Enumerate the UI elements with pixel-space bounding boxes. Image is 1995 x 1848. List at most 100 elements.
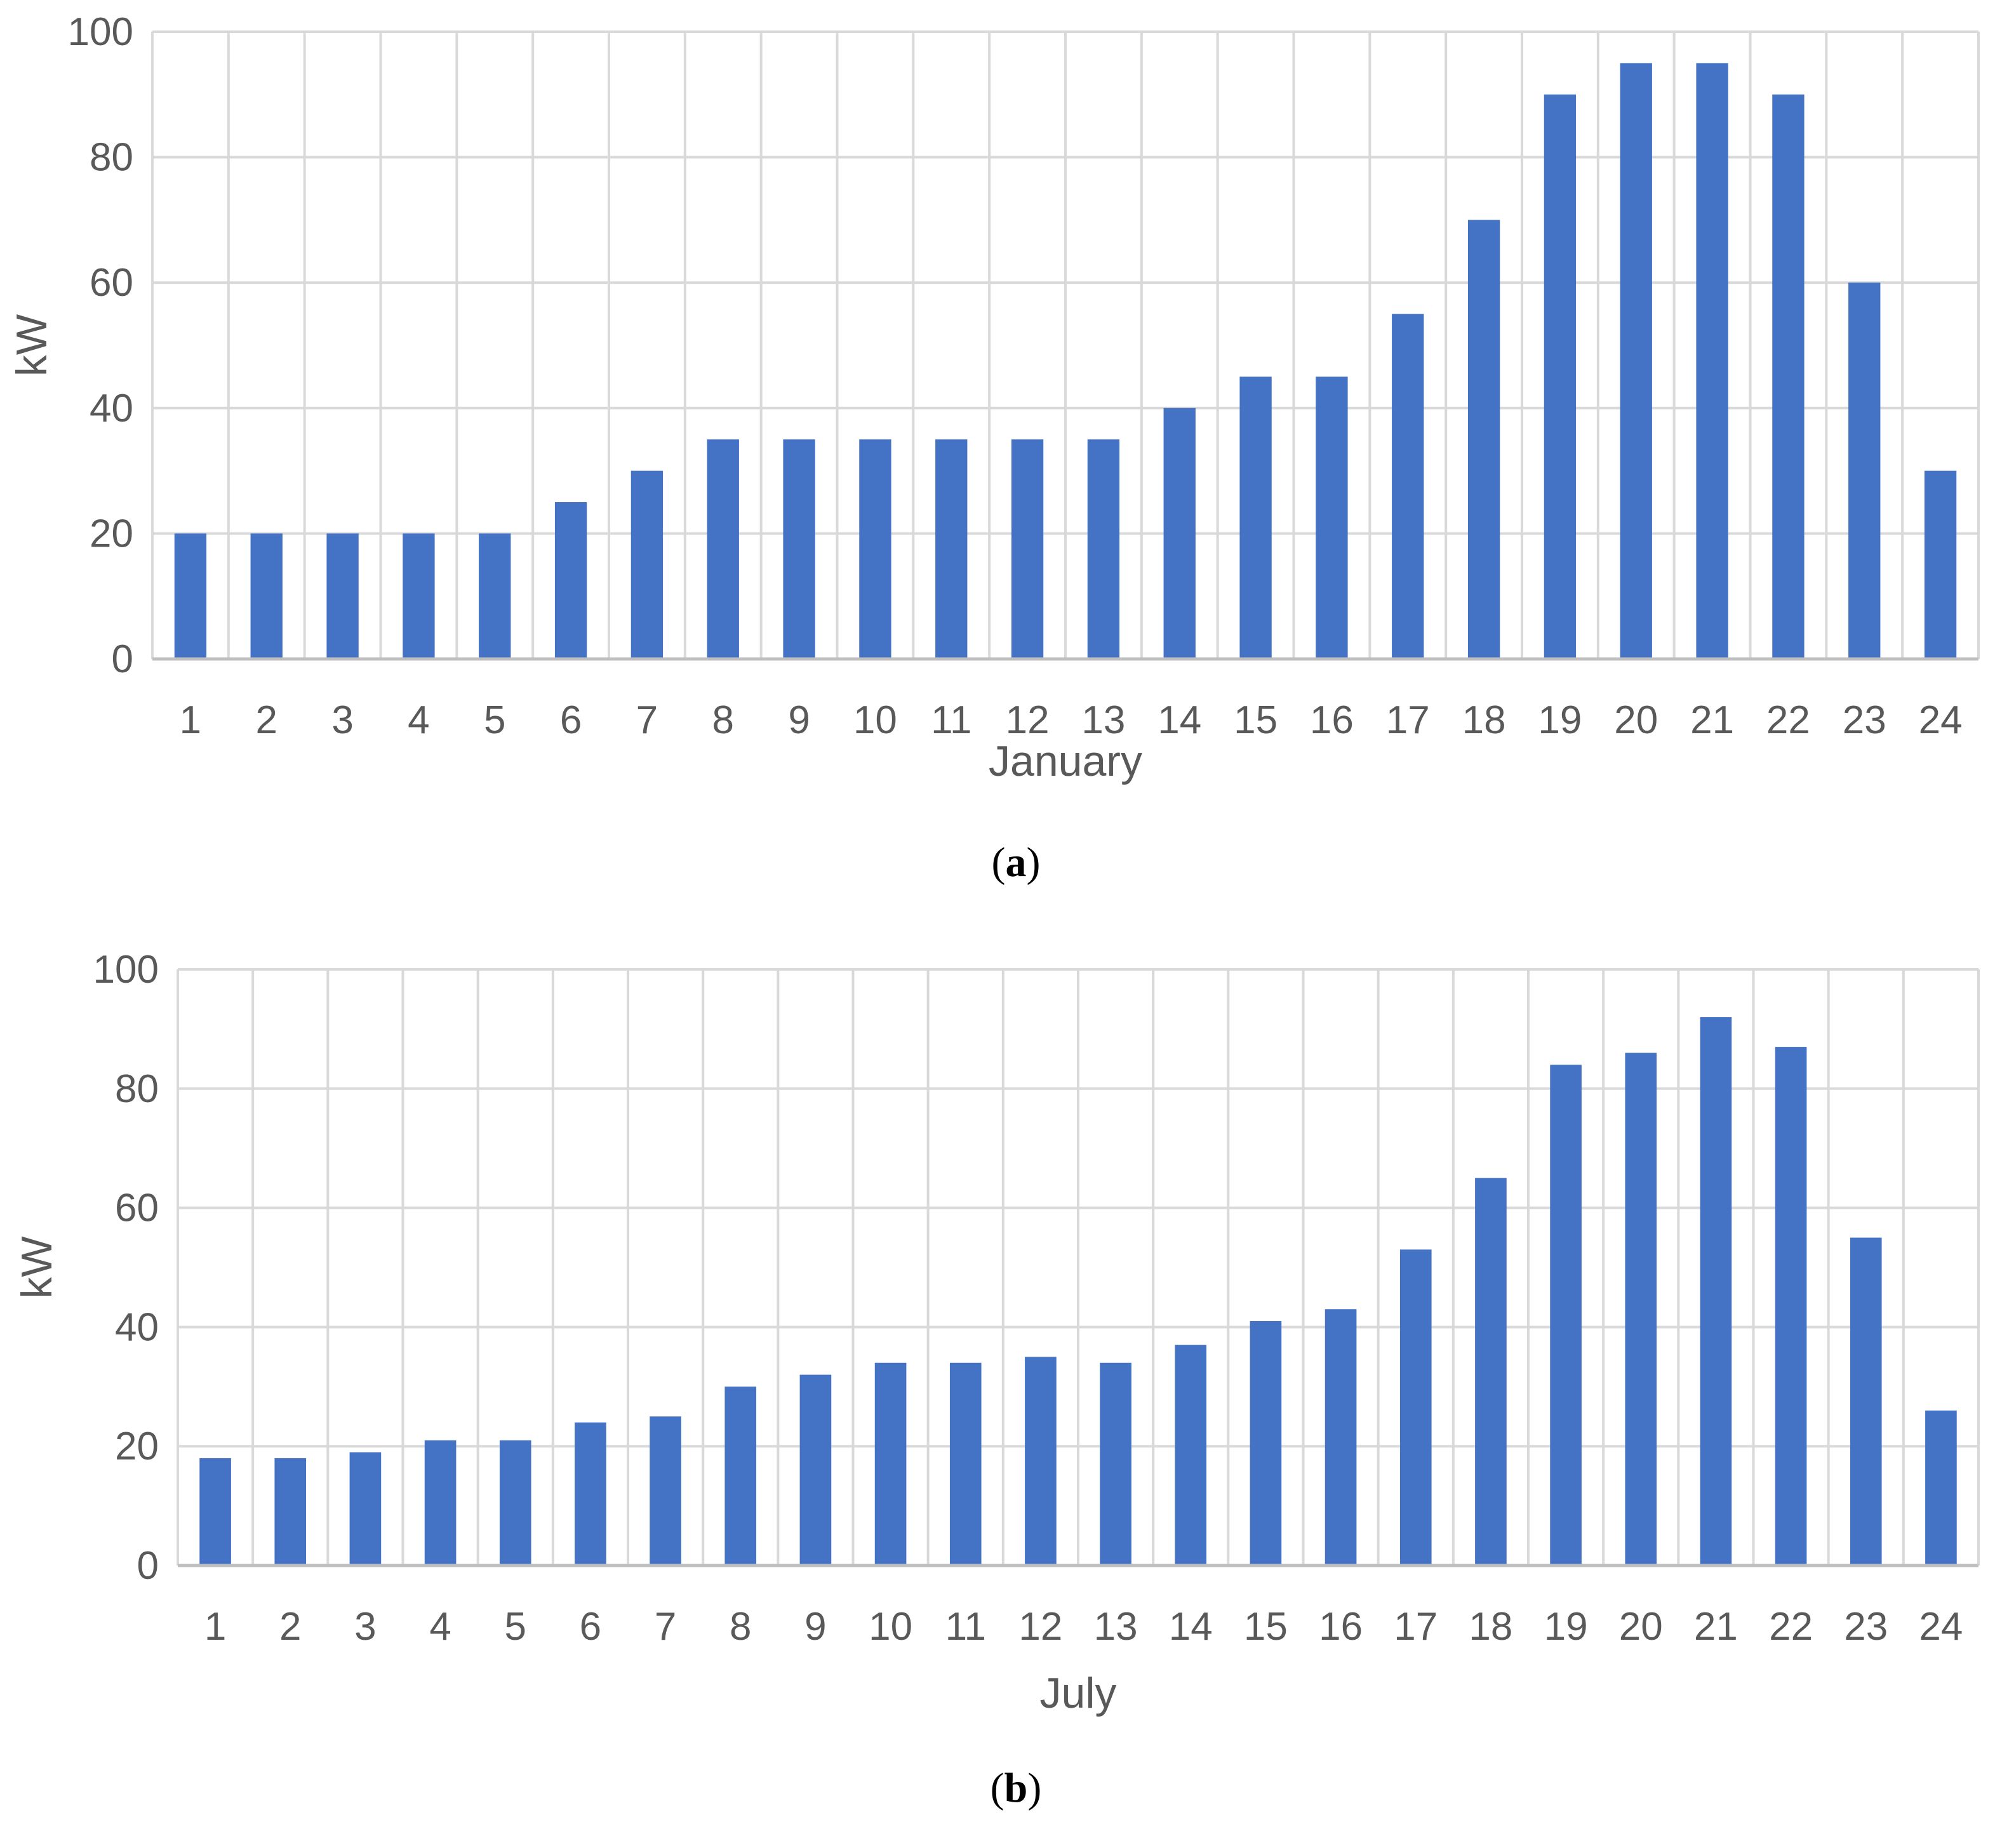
y-tick-label: 60 [90,261,133,305]
x-tick-label: 20 [1619,1605,1663,1649]
bar-19 [1544,94,1577,660]
x-tick-label: 7 [655,1605,676,1649]
x-tick-label: 14 [1169,1605,1213,1649]
x-tick-label: 14 [1158,698,1201,742]
y-tick-label: 100 [68,10,133,54]
x-tick-label: 19 [1538,698,1582,742]
bar-24 [1925,1410,1957,1565]
bar-22 [1775,1047,1807,1565]
x-tick-label: 18 [1462,698,1506,742]
x-tick-label: 5 [505,1605,526,1649]
bar-6 [554,502,587,659]
x-tick-label: 1 [180,698,201,742]
bar-20 [1625,1053,1657,1565]
x-tick-label: 20 [1614,698,1658,742]
bar-2 [250,533,283,659]
x-tick-label: 2 [279,1605,301,1649]
caption-a: (a) [992,839,1041,886]
x-tick-label: 18 [1469,1605,1512,1649]
bar-16 [1316,376,1348,659]
x-tick-label: 16 [1319,1605,1363,1649]
bar-11 [949,1362,982,1565]
bar-10 [859,439,891,659]
bar-14 [1163,408,1196,659]
bar-19 [1550,1065,1582,1565]
bar-15 [1239,376,1272,659]
x-tick-label: 19 [1544,1605,1588,1649]
x-tick-label: 11 [931,698,971,742]
x-tick-label: 22 [1769,1605,1813,1649]
y-tick-label: 100 [93,948,159,992]
y-tick-label: 20 [115,1425,159,1468]
x-tick-label: 4 [429,1605,451,1649]
bar-20 [1620,63,1652,659]
bar-21 [1700,1017,1732,1565]
x-axis-title: January [989,737,1142,785]
x-tick-label: 24 [1919,698,1963,742]
x-tick-label: 6 [580,1605,601,1649]
bar-15 [1250,1321,1282,1565]
x-tick-label: 17 [1386,698,1430,742]
x-tick-label: 23 [1843,698,1886,742]
bar-6 [575,1422,606,1565]
bar-14 [1175,1345,1207,1565]
bar-5 [499,1440,531,1565]
x-tick-label: 13 [1094,1605,1138,1649]
x-tick-label: 12 [1006,698,1050,742]
bar-24 [1924,470,1957,659]
bar-12 [1011,439,1044,659]
x-tick-label: 22 [1766,698,1810,742]
bar-8 [707,439,739,659]
bar-18 [1467,220,1500,659]
x-tick-label: 6 [560,698,582,742]
bar-17 [1392,314,1424,660]
bar-21 [1696,63,1728,659]
y-tick-label: 80 [115,1067,159,1111]
x-tick-label: 24 [1919,1605,1963,1649]
y-tick-label: 60 [115,1187,159,1230]
y-tick-label: 0 [137,1544,159,1588]
x-axis-title: July [1040,1669,1117,1717]
bar-7 [631,470,664,659]
x-tick-label: 16 [1310,698,1354,742]
bar-13 [1100,1362,1131,1565]
y-tick-label: 0 [112,637,133,681]
x-tick-label: 5 [484,698,505,742]
y-tick-label: 40 [115,1305,159,1349]
y-tick-label: 80 [90,136,133,180]
x-tick-label: 15 [1234,698,1278,742]
x-tick-label: 7 [636,698,658,742]
x-tick-label: 12 [1018,1605,1062,1649]
x-tick-label: 3 [354,1605,376,1649]
bar-2 [274,1458,307,1565]
bar-4 [424,1440,457,1565]
x-tick-label: 10 [869,1605,912,1649]
bar-3 [349,1452,382,1565]
bar-10 [874,1362,907,1565]
x-tick-label: 3 [331,698,353,742]
bar-4 [403,533,435,659]
bar-16 [1324,1309,1357,1565]
bar-1 [174,533,207,659]
bar-5 [479,533,511,659]
x-tick-label: 8 [712,698,734,742]
caption-b: (b) [991,1765,1042,1811]
y-tick-label: 40 [90,387,133,430]
bar-9 [783,439,815,659]
x-tick-label: 1 [204,1605,226,1649]
bar-23 [1848,283,1881,659]
bar-8 [724,1386,757,1565]
bar-22 [1772,94,1805,660]
x-tick-label: 2 [256,698,277,742]
bar-23 [1850,1237,1882,1565]
x-tick-label: 23 [1844,1605,1888,1649]
bar-3 [326,533,359,659]
bar-11 [935,439,968,659]
x-tick-label: 21 [1690,698,1734,742]
x-tick-label: 9 [788,698,810,742]
bar-1 [199,1458,231,1565]
bar-18 [1475,1178,1507,1565]
